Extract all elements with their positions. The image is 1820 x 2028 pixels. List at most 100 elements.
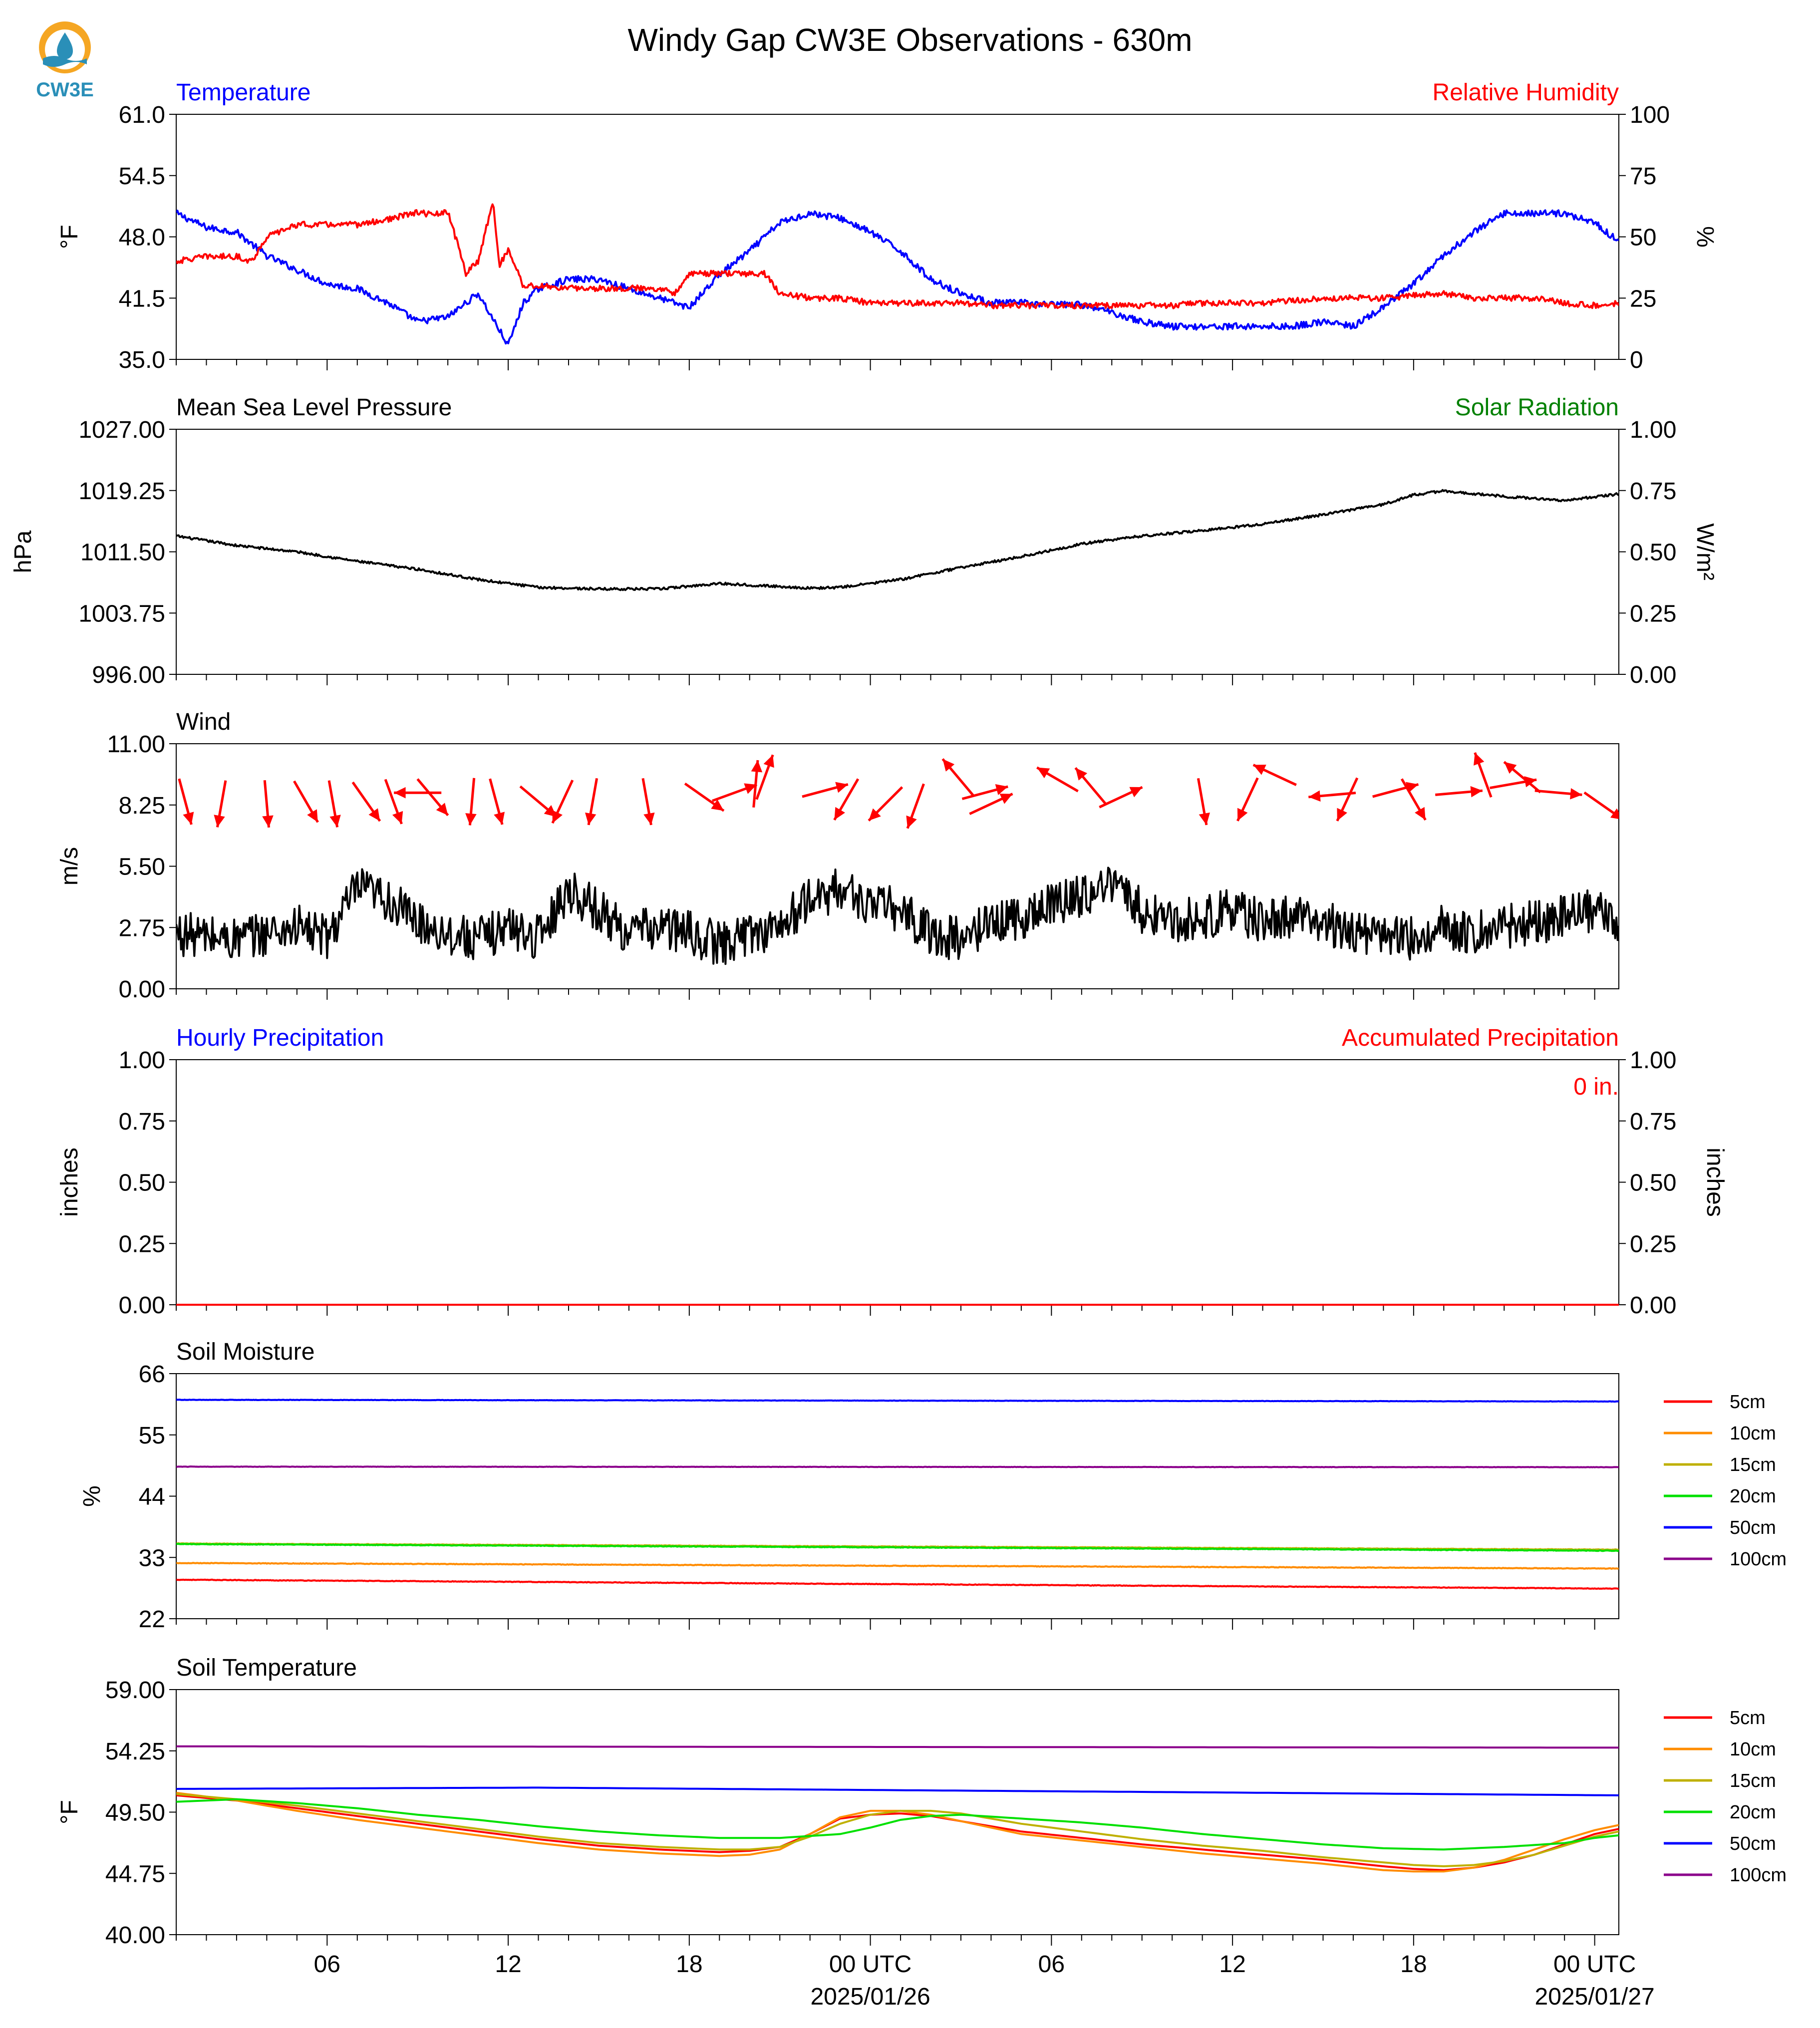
temp_rh-ytick-label-right: 100 [1630, 102, 1670, 128]
wind-arrow-head [711, 799, 724, 811]
wind-arrow-head [585, 812, 597, 825]
wind-arrow-head [906, 815, 917, 829]
pressure-plot-area [176, 489, 1619, 591]
temp_rh-ytick-label-right: 0 [1630, 347, 1643, 373]
soil_moisture-legend: 5cm 10cm 15cm 20cm 50cm 100cm [1664, 1392, 1787, 1570]
soil_temp-ytick-label: 49.50 [105, 1800, 165, 1826]
wind-arrow-head [1415, 807, 1426, 820]
soil_temp-legend-label: 15cm [1730, 1770, 1776, 1791]
soil_temp-ytick-label: 44.75 [105, 1861, 165, 1887]
soil_temp-title-left: Soil Temperature [176, 1655, 357, 1681]
cw3e-logo: CW3E [36, 21, 94, 101]
wind-arrow-head [1199, 812, 1210, 825]
wind-arrow-head [262, 815, 274, 828]
wind-ytick-label: 8.25 [119, 793, 165, 819]
soil_temp-series-line-100cm [176, 1745, 1619, 1749]
time-tick-label: 12 [495, 1951, 521, 1978]
wind-arrow-head [763, 755, 774, 768]
time-tick-label: 00 UTC [829, 1951, 911, 1978]
logo-droplet-icon [57, 32, 73, 59]
wind-arrow-head [834, 807, 845, 820]
soil_moisture-legend-label: 20cm [1730, 1486, 1776, 1507]
wind-arrow-head [1524, 776, 1537, 788]
wind-title-left: Wind [176, 709, 231, 735]
precip-ytick-label-right: 0.50 [1630, 1170, 1676, 1196]
wind-arrow-head [392, 811, 403, 824]
pressure-ytick-label: 1011.50 [80, 540, 165, 566]
pressure-ylabel-right: W/m² [1692, 523, 1718, 580]
wind-arrow-head [368, 808, 380, 821]
wind-ytick-label: 5.50 [119, 854, 165, 880]
soil_moisture-legend-label: 5cm [1730, 1392, 1766, 1413]
wind-arrow-head [744, 783, 757, 794]
wind-arrow-head [751, 760, 763, 773]
soil_temp-ytick-label: 54.25 [105, 1738, 165, 1765]
temp_rh-ytick-label-right: 50 [1630, 225, 1656, 251]
pressure-title-right: Solar Radiation [1455, 394, 1619, 421]
temp_rh-ytick-label: 48.0 [119, 225, 165, 251]
temp_rh-series-line-0 [176, 209, 1619, 345]
panel-pressure: 996.00 1003.75 1011.50 1019.25 1027.00 0.00 0.… [10, 394, 1718, 688]
wind-arrow-head [394, 787, 406, 799]
wind-arrow-head [1610, 808, 1619, 819]
precip-ytick-label: 0.00 [119, 1292, 165, 1319]
precip-ytick-label: 0.25 [119, 1231, 165, 1257]
pressure-ytick-label-right: 0.75 [1630, 478, 1676, 505]
time-tick-label: 12 [1219, 1951, 1245, 1978]
pressure-ylabel: hPa [10, 530, 36, 573]
soil_temp-series-line-20cm [176, 1798, 1619, 1851]
wind-arrow-head [995, 784, 1008, 795]
precip-ytick-label: 1.00 [119, 1047, 165, 1074]
soil_moisture-legend-label: 100cm [1730, 1549, 1787, 1570]
pressure-ytick-label: 1027.00 [78, 417, 165, 443]
precip-ytick-label-right: 0.25 [1630, 1231, 1676, 1257]
precip-ytick-label: 0.75 [119, 1109, 165, 1135]
panel-temp_rh: 35.0 41.5 48.0 54.5 61.0 0 25 50 75 100 Temperatur… [56, 79, 1718, 373]
soil_temp-legend-label: 100cm [1730, 1865, 1787, 1886]
temp_rh-title-right: Relative Humidity [1433, 79, 1619, 106]
wind-arrow-head [1037, 767, 1050, 779]
pressure-ytick-label: 1003.75 [78, 600, 165, 627]
pressure-ytick-label-right: 0.25 [1630, 600, 1676, 627]
wind-arrow-head [1474, 752, 1485, 766]
soil_temp-ytick-label: 59.00 [105, 1677, 165, 1704]
precip-ytick-label-right: 0.00 [1630, 1292, 1676, 1319]
soil_temp-series-line-15cm [176, 1793, 1619, 1867]
time-tick-label: 06 [1038, 1951, 1065, 1978]
wind-series-line-0 [176, 867, 1619, 965]
wind-arrow-head [1129, 787, 1143, 798]
soil_moisture-series-line-100cm [176, 1465, 1619, 1468]
wind-arrow-head [1504, 762, 1517, 774]
precip-ytick-label-right: 0.75 [1630, 1109, 1676, 1135]
precip-ytick-label: 0.50 [119, 1170, 165, 1196]
pressure-series-line-0 [176, 489, 1619, 591]
temp_rh-series-line-1 [176, 203, 1619, 309]
soil_moisture-ytick-label: 44 [139, 1484, 165, 1510]
precip-title-left: Hourly Precipitation [176, 1025, 384, 1051]
soil_moisture-series-line-5cm [176, 1578, 1619, 1590]
temp_rh-ytick-label: 54.5 [119, 163, 165, 190]
soil_moisture-series-line-50cm [176, 1399, 1619, 1403]
temp_rh-ytick-label: 35.0 [119, 347, 165, 373]
wind-arrow-head [436, 803, 448, 816]
time-date-label: 2025/01/26 [810, 1984, 930, 2010]
panel-wind: 0.00 2.75 5.50 8.25 11.00 Wind m/s [56, 709, 1619, 1003]
soil_moisture-ytick-label: 33 [139, 1545, 165, 1571]
wind-arrow-head [869, 808, 881, 821]
wind-arrow-head [1253, 765, 1266, 775]
precip-ytick-label-right: 1.00 [1630, 1047, 1676, 1074]
pressure-ytick-label: 1019.25 [78, 478, 165, 505]
figure-title: Windy Gap CW3E Observations - 630m [627, 22, 1192, 58]
soil_temp-legend-label: 10cm [1730, 1739, 1776, 1760]
soil_moisture-title-left: Soil Moisture [176, 1339, 314, 1365]
soil_moisture-series-line-20cm [176, 1543, 1619, 1552]
wind-arrow-head [1337, 808, 1347, 821]
soil_temp-series-line-5cm [176, 1794, 1619, 1871]
soil_temp-legend: 5cm 10cm 15cm 20cm 50cm 100cm [1664, 1708, 1787, 1886]
wind-ylabel: m/s [56, 847, 83, 885]
wind-arrow-head [835, 782, 848, 793]
wind-barbs [178, 752, 1619, 829]
logo-text: CW3E [36, 79, 94, 101]
